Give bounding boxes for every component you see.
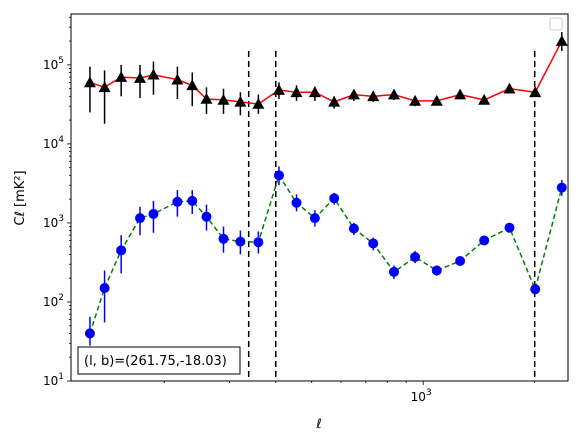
vertical-lines (247, 50, 536, 381)
y-axis-label: Cℓ [mK²] (13, 170, 28, 225)
data-point (135, 213, 146, 224)
data-point (171, 73, 184, 85)
data-point (290, 86, 303, 98)
annotation-text: (l, b)=(261.75,-18.03) (84, 354, 227, 369)
data-point (272, 84, 285, 95)
data-point (556, 182, 567, 193)
data-point (186, 79, 199, 91)
data-point (201, 211, 212, 222)
series-1 (84, 166, 567, 346)
data-point (309, 213, 320, 224)
data-point (98, 81, 111, 93)
annotation-box: (l, b)=(261.75,-18.03) (77, 346, 241, 375)
data-point (172, 196, 183, 207)
data-point (479, 235, 490, 246)
data-point (291, 197, 302, 208)
data-point (83, 76, 96, 88)
data-point (368, 238, 379, 249)
data-point (329, 193, 340, 204)
data-point (409, 94, 422, 106)
data-point (530, 284, 541, 295)
data-point (555, 35, 568, 46)
data-point (503, 82, 516, 94)
data-point (387, 88, 400, 100)
data-point (308, 86, 321, 98)
data-point (99, 283, 110, 294)
data-point (200, 92, 213, 104)
y-tick-label: 102 (43, 293, 64, 309)
data-point (430, 94, 443, 106)
data-point (218, 233, 229, 244)
data-point (187, 195, 198, 206)
data-point (84, 328, 95, 339)
axes-frame (70, 13, 569, 382)
data-point (217, 93, 230, 105)
data-point (147, 68, 160, 80)
y-tick-label: 104 (43, 135, 64, 151)
data-point (388, 266, 399, 277)
x-tick-label: 103 (411, 388, 432, 404)
axis-ticks (67, 16, 536, 385)
data-point (367, 90, 380, 102)
data-point (253, 237, 264, 248)
data-point (347, 88, 360, 100)
data-point (116, 245, 127, 256)
data-point (410, 252, 421, 263)
y-tick-label: 105 (43, 56, 64, 72)
data-point (529, 86, 542, 98)
x-axis-label: ℓ (315, 417, 321, 432)
series-layer (83, 32, 568, 346)
data-point (252, 97, 265, 109)
legend-box (549, 17, 563, 31)
data-point (504, 222, 515, 233)
data-point (328, 95, 341, 107)
data-point (478, 93, 491, 105)
axis-tick-labels: 101 102 103 104 105 103 (43, 56, 432, 404)
data-point (134, 72, 147, 83)
y-tick-label: 101 (43, 372, 64, 388)
data-point (455, 255, 466, 266)
data-point (454, 88, 467, 100)
data-point (115, 71, 128, 82)
data-point (148, 208, 159, 219)
data-point (273, 170, 284, 181)
series-0 (83, 32, 568, 124)
data-point (235, 236, 246, 247)
data-point (348, 223, 359, 234)
data-point (234, 95, 247, 107)
data-point (431, 265, 442, 276)
y-tick-label: 103 (43, 214, 64, 230)
